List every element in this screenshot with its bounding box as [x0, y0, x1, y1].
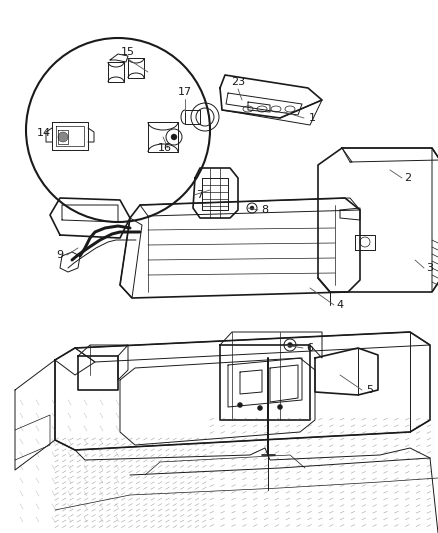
Text: 6: 6	[307, 343, 314, 353]
Text: 23: 23	[231, 77, 245, 87]
Text: 17: 17	[178, 87, 192, 97]
Circle shape	[278, 405, 283, 409]
Circle shape	[250, 206, 254, 210]
Text: 16: 16	[158, 143, 172, 153]
Text: 7: 7	[196, 190, 204, 200]
Text: 3: 3	[427, 263, 434, 273]
Text: 1: 1	[308, 113, 315, 123]
Text: 15: 15	[121, 47, 135, 57]
Text: 5: 5	[367, 385, 374, 395]
Circle shape	[258, 406, 262, 410]
Text: 14: 14	[37, 128, 51, 138]
Text: 4: 4	[336, 300, 343, 310]
Circle shape	[287, 343, 293, 348]
Text: 2: 2	[404, 173, 412, 183]
Circle shape	[171, 134, 177, 140]
Text: 9: 9	[57, 250, 64, 260]
Text: 8: 8	[261, 205, 268, 215]
Circle shape	[58, 132, 68, 142]
Circle shape	[237, 402, 243, 408]
